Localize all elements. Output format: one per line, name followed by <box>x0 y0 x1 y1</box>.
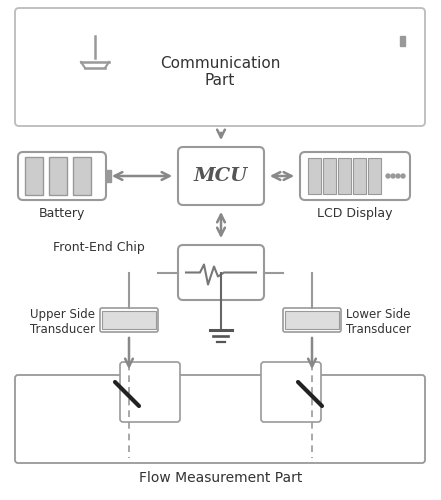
Text: MCU: MCU <box>194 167 248 185</box>
Text: Front-End Chip: Front-End Chip <box>53 242 145 254</box>
FancyBboxPatch shape <box>261 362 321 422</box>
Text: Battery: Battery <box>39 206 85 220</box>
Text: LCD Display: LCD Display <box>317 206 393 220</box>
Bar <box>73 157 91 195</box>
Bar <box>285 311 339 329</box>
FancyBboxPatch shape <box>15 375 425 463</box>
Text: Flow Measurement Part: Flow Measurement Part <box>139 471 303 485</box>
FancyBboxPatch shape <box>283 308 341 332</box>
Text: Upper Side
Transducer: Upper Side Transducer <box>30 308 95 336</box>
FancyBboxPatch shape <box>100 308 158 332</box>
Bar <box>353 158 366 194</box>
Circle shape <box>386 174 390 178</box>
Circle shape <box>396 174 400 178</box>
FancyBboxPatch shape <box>15 8 425 126</box>
Bar <box>49 157 67 195</box>
Bar <box>102 311 156 329</box>
Circle shape <box>92 33 98 39</box>
FancyBboxPatch shape <box>320 20 400 62</box>
FancyBboxPatch shape <box>120 362 180 422</box>
FancyBboxPatch shape <box>178 245 264 300</box>
Bar <box>328 26 344 56</box>
Bar <box>323 158 336 194</box>
Bar <box>400 36 405 46</box>
Circle shape <box>401 174 405 178</box>
FancyBboxPatch shape <box>300 152 410 200</box>
Text: Lower Side
Transducer: Lower Side Transducer <box>346 308 411 336</box>
Circle shape <box>391 174 395 178</box>
Bar <box>25 157 43 195</box>
Bar <box>338 158 351 194</box>
Bar <box>372 26 388 56</box>
Bar <box>106 170 111 182</box>
Text: Communication
Part: Communication Part <box>160 56 280 88</box>
Bar <box>350 26 366 56</box>
FancyBboxPatch shape <box>18 152 106 200</box>
Bar <box>308 158 321 194</box>
Bar <box>368 158 381 194</box>
FancyBboxPatch shape <box>178 147 264 205</box>
